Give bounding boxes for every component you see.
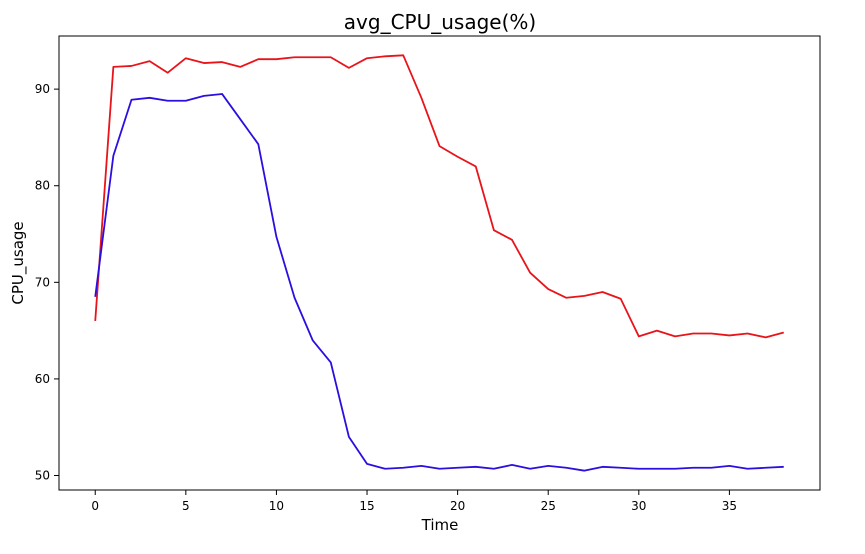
series-line-1 — [94, 54, 784, 339]
y-tick-label: 90 — [35, 82, 50, 96]
y-axis-label: CPU_usage — [9, 221, 28, 304]
x-tick-label: 35 — [722, 499, 737, 513]
y-tick-label: 80 — [35, 179, 50, 193]
series-line-2 — [94, 93, 784, 472]
y-tick-label: 70 — [35, 275, 50, 289]
x-axis: 0 5 10 15 20 25 30 35 — [91, 490, 737, 513]
x-tick-label: 30 — [631, 499, 646, 513]
plot-area-frame — [58, 35, 821, 491]
x-tick-label: 25 — [541, 499, 556, 513]
x-tick-label: 10 — [269, 499, 284, 513]
y-tick-label: 50 — [35, 469, 50, 483]
x-axis-label: Time — [421, 516, 459, 534]
y-tick-label: 60 — [35, 372, 50, 386]
y-axis: 50 60 70 80 90 — [35, 82, 59, 483]
x-tick-label: 20 — [450, 499, 465, 513]
series-lines — [94, 54, 784, 472]
x-tick-label: 0 — [91, 499, 99, 513]
x-tick-label: 5 — [182, 499, 190, 513]
x-tick-label: 15 — [359, 499, 374, 513]
chart-title: avg_CPU_usage(%) — [344, 10, 536, 34]
